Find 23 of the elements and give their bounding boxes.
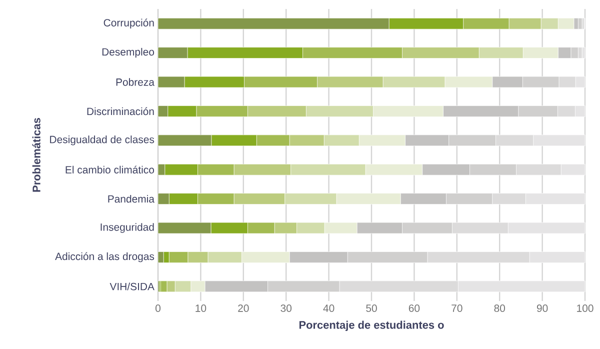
x-tick-label: 80 <box>494 304 506 312</box>
y-tick-label: Adicción a las drogas <box>55 252 154 262</box>
y-tick-label: VIH/SIDA <box>110 282 154 290</box>
x-tick-label: 60 <box>408 304 420 312</box>
x-tick-label: 50 <box>366 304 377 312</box>
x-tick-label: 70 <box>452 304 462 312</box>
y-tick-label: Desigualdad de clases <box>50 136 154 146</box>
x-tick-label: 100 <box>577 304 594 312</box>
y-tick-label: Pandemia <box>108 194 154 203</box>
x-tick-label: 40 <box>323 304 334 312</box>
y-axis-title: Problemáticas <box>32 118 40 192</box>
y-tick-label: Inseguridad <box>100 223 154 233</box>
y-tick-label: El cambio climático <box>66 166 154 174</box>
x-tick-label: 90 <box>536 304 548 312</box>
y-tick-label: Pobreza <box>116 78 154 86</box>
y-tick-label: Discriminación <box>87 107 154 116</box>
x-tick-label: 10 <box>196 304 206 312</box>
y-tick-label: Corrupción <box>104 18 154 29</box>
x-axis-title: Porcentaje de estudiantes o <box>299 320 444 331</box>
x-tick-label: 30 <box>280 304 292 312</box>
x-tick-label: 0 <box>156 304 160 312</box>
y-tick-label: Desempleo <box>102 48 154 58</box>
x-tick-label: 20 <box>238 304 249 312</box>
